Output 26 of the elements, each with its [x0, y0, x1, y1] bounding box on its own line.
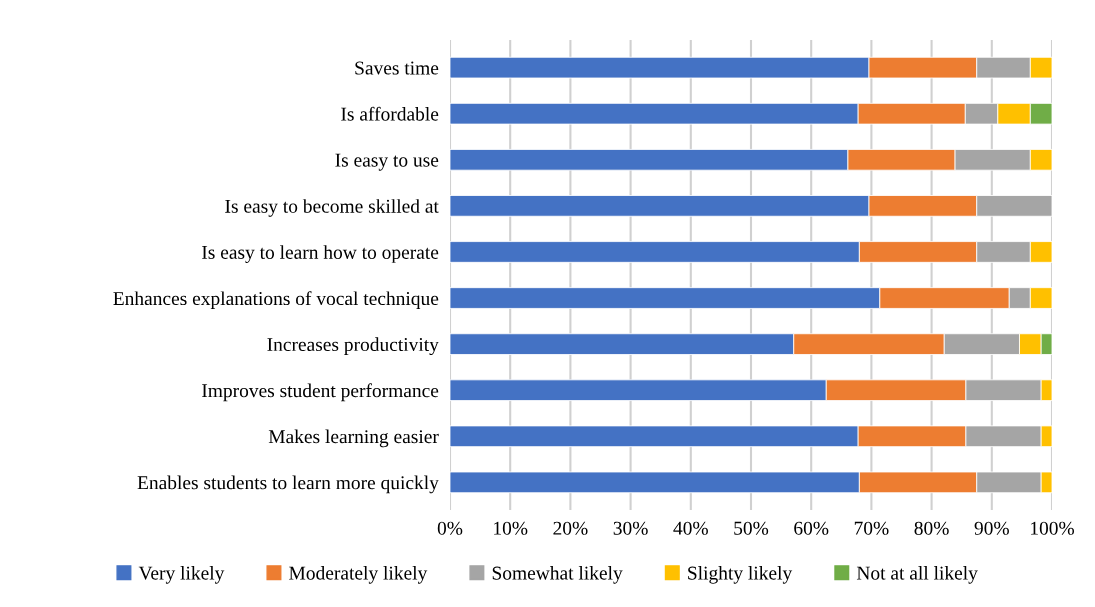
y-tick-label: Is easy to become skilled at [225, 199, 439, 217]
x-tick-label: 100% [1031, 521, 1075, 535]
x-tick-label: 70% [854, 521, 889, 535]
y-tick-label: Is affordable [341, 106, 439, 121]
y-tick-label: Is easy to learn how to operate [202, 245, 439, 263]
legend-label: Not at all likely [856, 565, 978, 584]
y-tick-label: Increases productivity [267, 337, 439, 356]
x-tick-label: 30% [613, 521, 648, 535]
y-tick-label: Improves student performance [202, 383, 439, 402]
y-tick-label: Enhances explanations of vocal technique [113, 291, 439, 310]
legend-label: Very likely [138, 565, 225, 584]
y-tick-label: Saves time [355, 61, 439, 75]
y-tick-label: Is easy to use [335, 153, 439, 171]
x-tick-label: 80% [914, 521, 949, 535]
x-tick-label: 90% [974, 521, 1009, 535]
y-tick-label: Enables students to learn more quickly [137, 475, 439, 494]
x-tick-label: 10% [494, 521, 528, 535]
y-tick-label: Makes learning easier [268, 429, 439, 448]
legend-label: Moderately likely [289, 565, 428, 584]
legend-label: Slighty likely [688, 565, 793, 584]
legend-label: Somewhat likely [492, 565, 623, 584]
x-tick-label: 50% [734, 521, 769, 535]
x-tick-label: 20% [553, 521, 588, 535]
x-tick-label: 60% [794, 521, 829, 535]
x-tick-label: 0% [437, 521, 463, 535]
x-tick-label: 40% [673, 521, 708, 535]
